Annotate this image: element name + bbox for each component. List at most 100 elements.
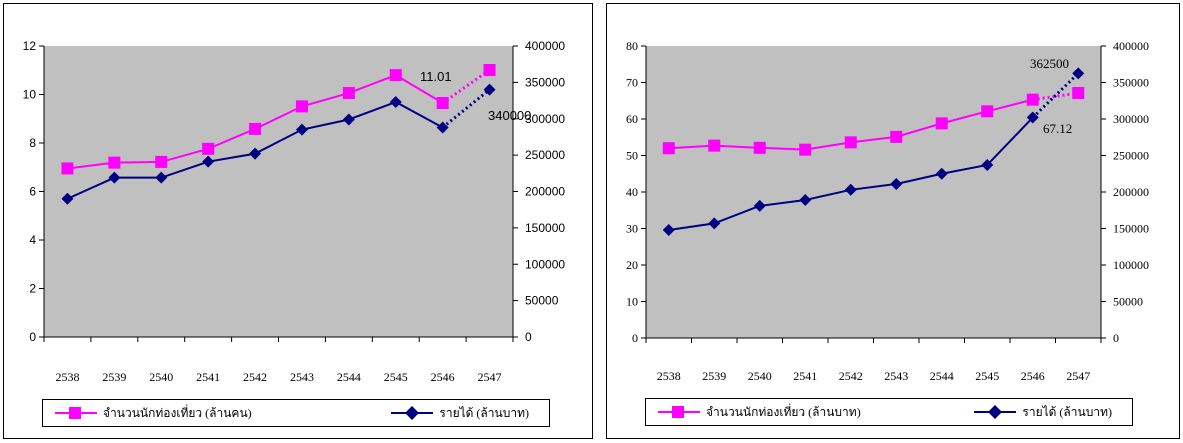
x-tick-label: 2547 bbox=[1066, 369, 1090, 383]
series-projection-1 bbox=[1031, 72, 1080, 119]
chart-panel-right: 0 10 20 30 40 50 60 70 80 0 50000 100000 150000 20000… bbox=[606, 3, 1180, 439]
y-right-tick-label: 50000 bbox=[1113, 295, 1143, 309]
data-point-square bbox=[155, 155, 168, 168]
x-tick-label: 2544 bbox=[337, 370, 361, 384]
plot-area bbox=[44, 46, 513, 337]
x-tick-label: 2543 bbox=[290, 370, 314, 384]
data-point-diamond bbox=[708, 217, 721, 230]
legend-item-income: รายได้ (ล้านบาท) bbox=[391, 404, 529, 423]
data-label: 340000 bbox=[488, 108, 531, 123]
y-right-tick-label: 0 bbox=[525, 330, 532, 344]
legend-square-marker-icon bbox=[55, 407, 97, 419]
x-tick-label: 2540 bbox=[748, 369, 772, 383]
x-tick-label: 2541 bbox=[793, 369, 817, 383]
y-left-tick-label: 8 bbox=[29, 136, 36, 150]
data-point-diamond bbox=[155, 171, 168, 184]
data-point-square bbox=[436, 96, 449, 109]
data-point-diamond bbox=[753, 199, 766, 212]
y-left-tick-label: 50 bbox=[626, 149, 638, 163]
data-point-diamond bbox=[342, 113, 355, 126]
legend-label-tourists: จำนวนนักท่องเที่ยว (ล้านคน) bbox=[103, 405, 252, 420]
data-label: 362500 bbox=[1030, 56, 1069, 71]
data-point-diamond bbox=[202, 155, 215, 168]
y-right-tick-label: 250000 bbox=[525, 148, 565, 162]
y-right-tick-label: 200000 bbox=[1113, 185, 1149, 199]
data-point-diamond bbox=[890, 177, 903, 190]
plot-area bbox=[646, 46, 1101, 338]
y-right-tick-label: 0 bbox=[1113, 331, 1119, 345]
y-left-tick-label: 2 bbox=[29, 282, 36, 296]
x-tick-label: 2539 bbox=[102, 370, 126, 384]
legend-item-income: รายได้ (ล้านบาท) bbox=[974, 403, 1112, 422]
series-projection-1 bbox=[441, 88, 491, 129]
x-tick-label: 2545 bbox=[975, 369, 999, 383]
y-right-tick-label: 350000 bbox=[1113, 76, 1149, 90]
legend-label-income: รายได้ (ล้านบาท) bbox=[439, 405, 529, 420]
legend-diamond-marker-icon bbox=[974, 405, 1017, 419]
data-point-square bbox=[295, 100, 308, 113]
legend-right: จำนวนนักท่องเที่ยว (ล้านบาท) รายได้ (ล้า… bbox=[645, 398, 1133, 426]
x-tick-label: 2546 bbox=[431, 370, 455, 384]
data-point-diamond bbox=[436, 121, 449, 134]
x-tick-label: 2545 bbox=[384, 370, 408, 384]
y-left-tick-label: 10 bbox=[23, 88, 37, 102]
legend-item-tourists: จำนวนนักท่องเที่ยว (ล้านบาท) bbox=[658, 403, 861, 422]
y-right-tick-label: 150000 bbox=[525, 221, 565, 235]
data-point-square bbox=[483, 64, 496, 77]
legend-left: จำนวนนักท่องเที่ยว (ล้านคน) รายได้ (ล้าน… bbox=[42, 399, 550, 427]
data-point-diamond bbox=[935, 167, 948, 180]
y-left-tick-label: 0 bbox=[29, 330, 36, 344]
chart-panel-left: 0 2 4 6 8 10 12 0 50000 100000 150000 200000 250000 3… bbox=[3, 3, 593, 439]
x-tick-label: 2546 bbox=[1021, 369, 1045, 383]
x-tick-label: 2542 bbox=[839, 369, 863, 383]
data-point-square bbox=[342, 87, 355, 100]
data-label: 11.01 bbox=[420, 69, 452, 84]
data-point-diamond bbox=[389, 96, 402, 109]
x-tick-label: 2539 bbox=[702, 369, 726, 383]
legend-diamond-marker-icon bbox=[391, 406, 434, 420]
data-point-square bbox=[1072, 87, 1085, 100]
y-right-tick-label: 400000 bbox=[525, 39, 565, 53]
y-left-tick-label: 12 bbox=[23, 39, 37, 53]
x-tick-label: 2541 bbox=[196, 370, 220, 384]
x-tick-label: 2543 bbox=[884, 369, 908, 383]
data-point-square bbox=[249, 122, 262, 135]
data-point-diamond bbox=[483, 83, 496, 96]
y-left-tick-label: 6 bbox=[29, 185, 36, 199]
y-left-tick-label: 4 bbox=[29, 233, 36, 247]
y-left-tick-label: 40 bbox=[626, 185, 638, 199]
y-right-tick-label: 250000 bbox=[1113, 149, 1149, 163]
data-point-square bbox=[389, 69, 402, 82]
x-tick-label: 2542 bbox=[243, 370, 267, 384]
chart-left-svg: 0 2 4 6 8 10 12 0 50000 100000 150000 200000 250000 3… bbox=[23, 39, 566, 384]
x-tick-label: 2540 bbox=[149, 370, 173, 384]
data-point-square bbox=[799, 143, 812, 156]
data-label: 67.12 bbox=[1043, 121, 1072, 136]
data-point-diamond bbox=[1072, 67, 1085, 80]
data-point-square bbox=[1026, 93, 1039, 106]
y-right-tick-label: 350000 bbox=[525, 75, 565, 89]
x-tick-label: 2547 bbox=[478, 370, 502, 384]
data-point-diamond bbox=[981, 158, 994, 171]
legend-square-marker-icon bbox=[658, 406, 700, 418]
legend-item-tourists: จำนวนนักท่องเที่ยว (ล้านคน) bbox=[55, 404, 252, 423]
y-right-tick-label: 100000 bbox=[525, 257, 565, 271]
data-point-diamond bbox=[844, 183, 857, 196]
data-point-diamond bbox=[799, 194, 812, 207]
y-left-tick-label: 80 bbox=[626, 39, 638, 53]
y-left-tick-label: 30 bbox=[626, 222, 638, 236]
data-point-diamond bbox=[249, 147, 262, 160]
y-right-tick-label: 100000 bbox=[1113, 258, 1149, 272]
data-point-diamond bbox=[1026, 111, 1039, 124]
data-point-square bbox=[708, 139, 721, 152]
legend-label-income: รายได้ (ล้านบาท) bbox=[1022, 404, 1112, 419]
data-point-square bbox=[108, 156, 121, 169]
data-point-square bbox=[981, 105, 994, 118]
data-point-square bbox=[844, 136, 857, 149]
data-point-square bbox=[61, 162, 74, 175]
y-right-tick-label: 400000 bbox=[1113, 39, 1149, 53]
chart-right-svg: 0 10 20 30 40 50 60 70 80 0 50000 100000 150000 20000… bbox=[626, 39, 1149, 383]
y-right-tick-label: 50000 bbox=[525, 294, 559, 308]
y-left-tick-label: 60 bbox=[626, 112, 638, 126]
data-point-square bbox=[662, 142, 675, 155]
